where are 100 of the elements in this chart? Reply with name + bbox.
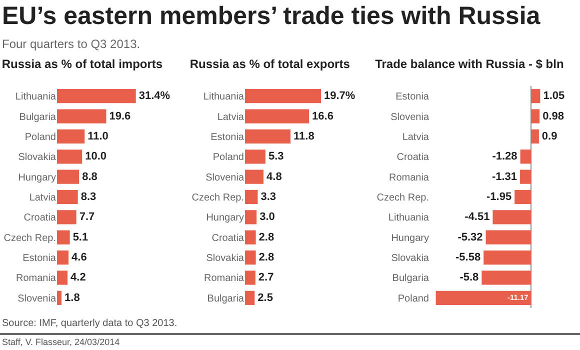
y-tick-label: Slovenia [18,293,56,304]
data-label: 5.3 [268,150,284,163]
y-tick-label: Croatia [24,212,56,224]
bar [245,109,310,124]
y-tick-label: Romania [204,273,244,284]
bar [57,270,68,285]
y-tick-label: Slovakia [206,253,244,264]
bar [245,270,256,285]
y-tick-label: Slovakia [391,253,430,264]
chart-title: Russia as % of total imports [2,57,163,72]
bar [57,230,70,244]
y-tick-label: Poland [398,293,429,304]
bar [57,89,136,104]
bar [531,109,540,124]
bar [57,190,78,204]
data-label: 2.5 [258,292,273,304]
data-label: 8.8 [82,170,98,183]
data-label: -1.28 [492,150,518,163]
data-label: 16.6 [312,110,334,122]
bar [531,89,540,104]
bar [245,230,256,244]
y-tick-label: Bulgaria [207,293,244,304]
bar [245,129,291,144]
data-label: 3.3 [260,191,276,203]
data-label: 19.6 [109,110,131,122]
data-label: -4.51 [464,211,490,224]
y-tick-label: Romania [16,273,56,284]
y-tick-label: Czech Rep. [4,232,56,244]
y-tick-label: Slovenia [390,112,430,123]
bar [57,290,62,305]
data-label: 0.9 [542,130,558,142]
data-label: 4.8 [266,170,282,183]
bar [520,170,532,184]
bar [492,210,532,224]
data-label: -5.32 [458,231,483,244]
y-tick-label: Hungary [206,212,244,224]
bar [531,129,539,144]
data-label: -11.17 [508,292,528,302]
bar [245,170,264,184]
bar [482,270,532,285]
data-label: -5.58 [455,252,481,264]
bar [520,150,532,164]
y-tick-label: Croatia [212,232,244,244]
bar [245,250,256,265]
bar [245,290,255,305]
bar [484,250,532,265]
y-tick-label: Poland [212,152,244,164]
data-label: 1.8 [64,292,80,304]
y-tick-label: Estonia [396,92,430,103]
source-note: Source: IMF, quarterly data to Q3 2013. [2,318,178,329]
data-label: -1.31 [492,170,518,183]
data-label: 19.7% [324,90,356,102]
y-tick-label: Hungary [18,172,56,184]
y-tick-label: Poland [24,132,56,143]
bar [57,170,80,184]
data-label: 4.2 [70,272,86,284]
data-label: 11.8 [294,130,314,142]
y-tick-label: Hungary [391,232,429,244]
y-tick-label: Bulgaria [19,112,56,123]
bar [245,89,321,104]
data-label: -5.8 [460,272,479,284]
bar [57,129,85,144]
y-tick-label: Estonia [22,253,56,264]
text: Four quarters to Q3 2013. [2,37,140,51]
bar [486,230,532,244]
bar [245,210,257,224]
bar [57,150,82,164]
data-label: 10.0 [85,150,107,163]
y-tick-label: Latvia [217,112,244,123]
data-label: -1.95 [486,191,512,203]
data-label: 0.98 [542,110,564,122]
bar [57,250,69,265]
bar [245,190,258,204]
chart-title: Russia as % of total exports [190,57,350,72]
data-label: 4.6 [72,252,87,264]
y-tick-label: Slovenia [206,172,244,184]
y-tick-label: Romania [388,172,430,184]
data-label: 1.05 [543,90,565,102]
data-label: 2.8 [258,252,274,264]
bar [436,290,532,305]
bar [245,150,266,164]
y-tick-label: Lithuania [203,92,244,103]
y-tick-label: Czech Rep. [192,192,244,204]
chart-title: Trade balance with Russia - $ bln [375,57,564,72]
text: EU’s eastern members’ trade ties with Russia [2,2,540,31]
y-tick-label: Estonia [210,132,244,143]
data-label: 8.3 [80,191,96,203]
data-label: 3.0 [260,211,275,224]
y-tick-label: Latvia [29,192,56,204]
text: Staff, V. Flasseur, 24/03/2014 [2,337,120,347]
data-label: 5.1 [72,231,88,244]
y-tick-label: Croatia [396,152,430,164]
data-label: 11.0 [88,130,108,142]
data-label: 7.7 [79,211,95,224]
y-tick-label: Lithuania [15,92,56,103]
data-label: 2.7 [258,272,274,284]
bar [57,210,76,224]
y-tick-label: Bulgaria [392,273,430,284]
y-tick-label: Latvia [402,132,430,143]
bar [514,190,532,204]
